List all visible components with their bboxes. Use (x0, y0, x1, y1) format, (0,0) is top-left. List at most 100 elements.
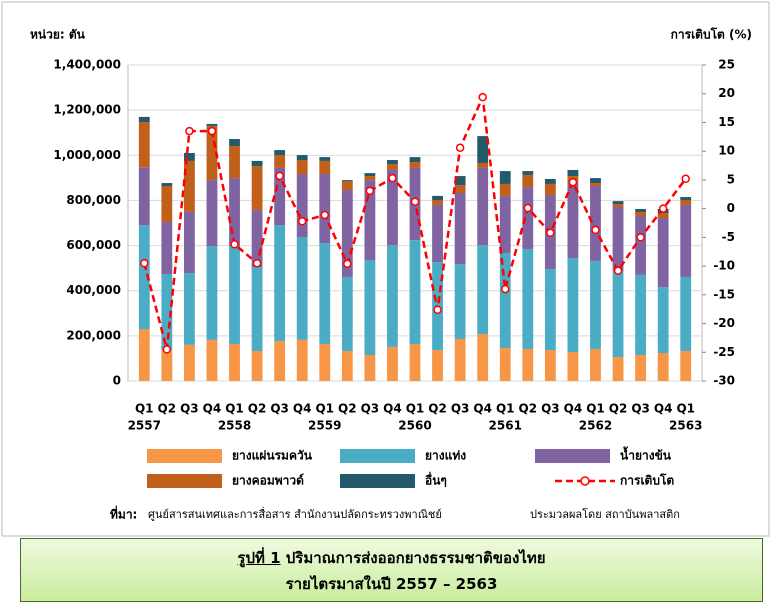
legend-label: ยางแท่ง (425, 449, 466, 463)
bar-segment (296, 160, 308, 175)
bar-segment (364, 355, 376, 381)
bar-segment (590, 178, 601, 184)
bar-segment (274, 150, 286, 156)
bar-segment (138, 116, 150, 123)
bar-segment (161, 274, 173, 351)
bar-segment (161, 185, 173, 223)
legend-label: ยางแผ่นรมควัน (232, 449, 313, 463)
y2-axis-label: การเติบโต (%) (671, 27, 752, 42)
x-tick-label: Q2 (248, 402, 267, 416)
growth-point (140, 258, 149, 268)
x-tick-label: Q2 (158, 402, 177, 416)
bar-segment (251, 209, 263, 268)
bar-segment (544, 183, 556, 196)
bar-segment (229, 139, 240, 147)
bar-segment (522, 187, 534, 249)
bar-segment (590, 348, 601, 381)
bar-segment (477, 334, 489, 381)
bar-segment (522, 174, 534, 188)
x-year-label: 2563 (669, 419, 702, 433)
bar-segment (612, 201, 624, 205)
x-tick-label: Q2 (428, 402, 447, 416)
bar-segment (138, 167, 150, 226)
chart-frame (1, 1, 770, 537)
bar-segment (387, 169, 398, 246)
bar-segment (206, 125, 218, 181)
y2-tick-label: 25 (718, 58, 735, 72)
bar-segment (206, 180, 218, 247)
bar-segment (229, 178, 240, 247)
growth-point (658, 204, 668, 213)
bar-segment (454, 192, 466, 265)
legend-swatch (147, 474, 222, 488)
bar-segment (274, 167, 286, 226)
growth-point (568, 177, 578, 187)
y2-tick-label: -5 (722, 230, 735, 244)
bar-segment (206, 246, 218, 340)
growth-point (455, 143, 465, 152)
x-tick-label: Q3 (631, 402, 650, 416)
bar-segment (544, 178, 556, 184)
x-tick-label: Q1 (135, 402, 154, 416)
bar-segment (206, 339, 218, 381)
bar-segment (409, 157, 421, 163)
bar-segment (432, 195, 443, 200)
x-year-label: 2560 (398, 419, 431, 433)
y-tick-label: 1,400,000 (53, 58, 121, 72)
bar-segment (341, 181, 353, 191)
bar-segment (161, 350, 173, 381)
bar-segment (590, 183, 601, 186)
bar-segment (499, 195, 511, 254)
bar-segment (680, 276, 692, 351)
y-tick-label: 600,000 (66, 238, 121, 252)
bar-segment (319, 174, 331, 244)
legend-label: ยางคอมพาวด์ (232, 474, 304, 488)
bar-segment (499, 348, 511, 381)
bar-segment (296, 155, 308, 161)
growth-point (365, 186, 375, 196)
bar-segment (635, 355, 647, 381)
caption-subtitle: รายไตรมาสในปี 2557 – 2563 (285, 575, 498, 593)
x-tick-label: Q4 (473, 402, 492, 416)
bar-segment (319, 343, 331, 381)
x-tick-label: Q3 (180, 402, 199, 416)
bar-segment (274, 341, 286, 381)
bar-segment (138, 225, 150, 330)
bar-segment (635, 211, 647, 217)
growth-point (636, 233, 645, 242)
bar-segment (229, 246, 240, 344)
bar-segment (635, 274, 647, 356)
bar-segment (206, 123, 218, 126)
bar-segment (319, 160, 331, 175)
x-tick-label: Q2 (519, 402, 538, 416)
growth-point (433, 305, 442, 315)
growth-point (207, 126, 217, 136)
bar-segment (657, 213, 669, 219)
x-tick-label: Q4 (564, 402, 583, 416)
growth-point (320, 210, 330, 220)
y2-tick-label: 10 (718, 144, 735, 158)
growth-point (162, 345, 172, 354)
bar-segment (499, 253, 511, 349)
x-tick-label: Q2 (338, 402, 357, 416)
x-year-label: 2557 (128, 419, 161, 433)
bar-segment (612, 206, 624, 272)
bar-segment (229, 146, 240, 179)
y2-tick-label: -30 (713, 374, 735, 388)
legend-marker (580, 476, 590, 486)
legend-swatch (147, 449, 222, 463)
bar-segment (477, 245, 489, 335)
growth-point (252, 258, 262, 268)
growth-point (613, 266, 623, 275)
y-tick-label: 1,000,000 (53, 148, 121, 162)
growth-point (523, 203, 533, 213)
bar-segment (432, 199, 443, 205)
x-year-label: 2559 (308, 419, 341, 433)
growth-point (185, 126, 194, 136)
bar-segment (183, 344, 195, 381)
bar-segment (680, 199, 692, 205)
caption: รูปที่ 1 ปริมาณการส่งออกยางธรรมชาติของไท… (20, 538, 763, 602)
y2-tick-label: 20 (718, 86, 735, 100)
y-tick-label: 1,200,000 (53, 103, 121, 117)
bar-segment (454, 264, 466, 340)
